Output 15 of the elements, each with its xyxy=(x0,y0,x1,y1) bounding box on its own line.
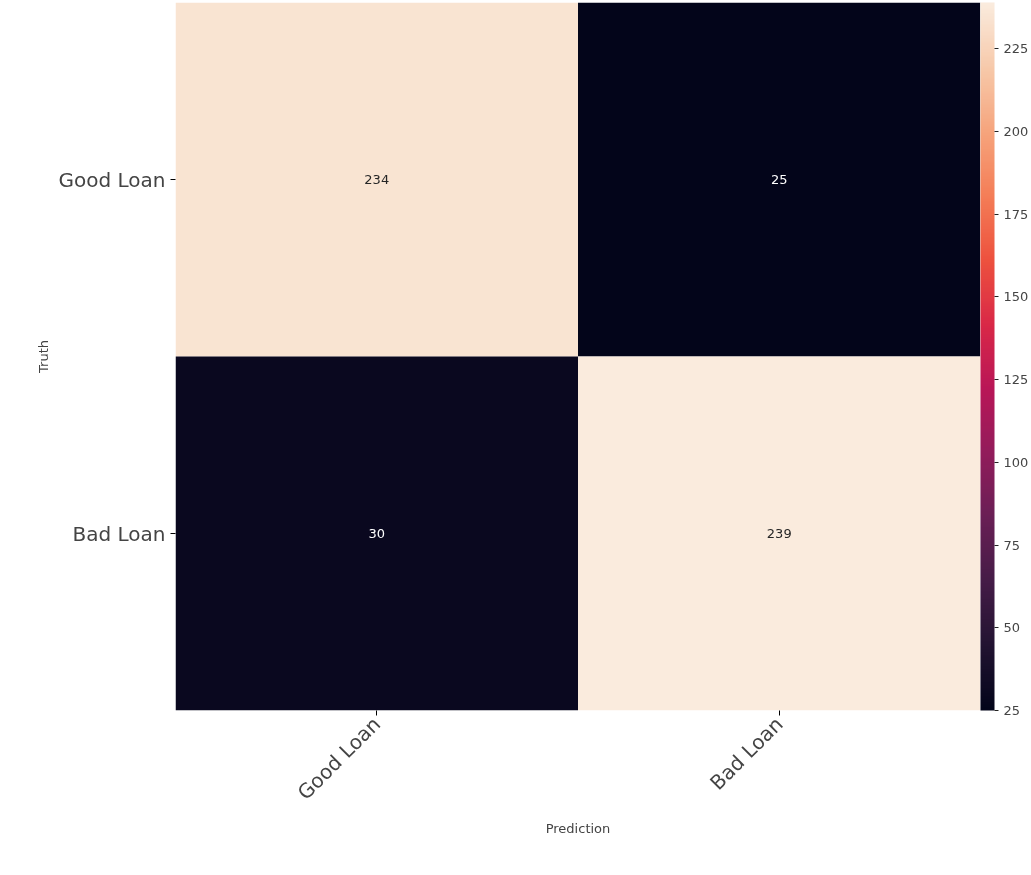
data-label: 234 xyxy=(364,172,390,187)
y-axis-title: Truth xyxy=(35,340,51,374)
color-bar-label: 125 xyxy=(1003,372,1029,388)
color-bar-label: 175 xyxy=(1003,206,1029,222)
x-axis-title: Prediction xyxy=(545,821,611,837)
color-bar-label: 150 xyxy=(1003,289,1029,305)
color-bar-label: 75 xyxy=(1003,537,1021,553)
color-bar-label: 225 xyxy=(1003,41,1029,57)
color-bar-label: 50 xyxy=(1003,620,1021,636)
data-label: 30 xyxy=(368,526,386,541)
color-bar-label: 200 xyxy=(1003,124,1029,140)
color-bar-label: 100 xyxy=(1003,454,1029,470)
color-bar-label: 25 xyxy=(1003,703,1021,718)
data-label: 239 xyxy=(766,526,792,541)
data-label: 25 xyxy=(770,172,788,187)
